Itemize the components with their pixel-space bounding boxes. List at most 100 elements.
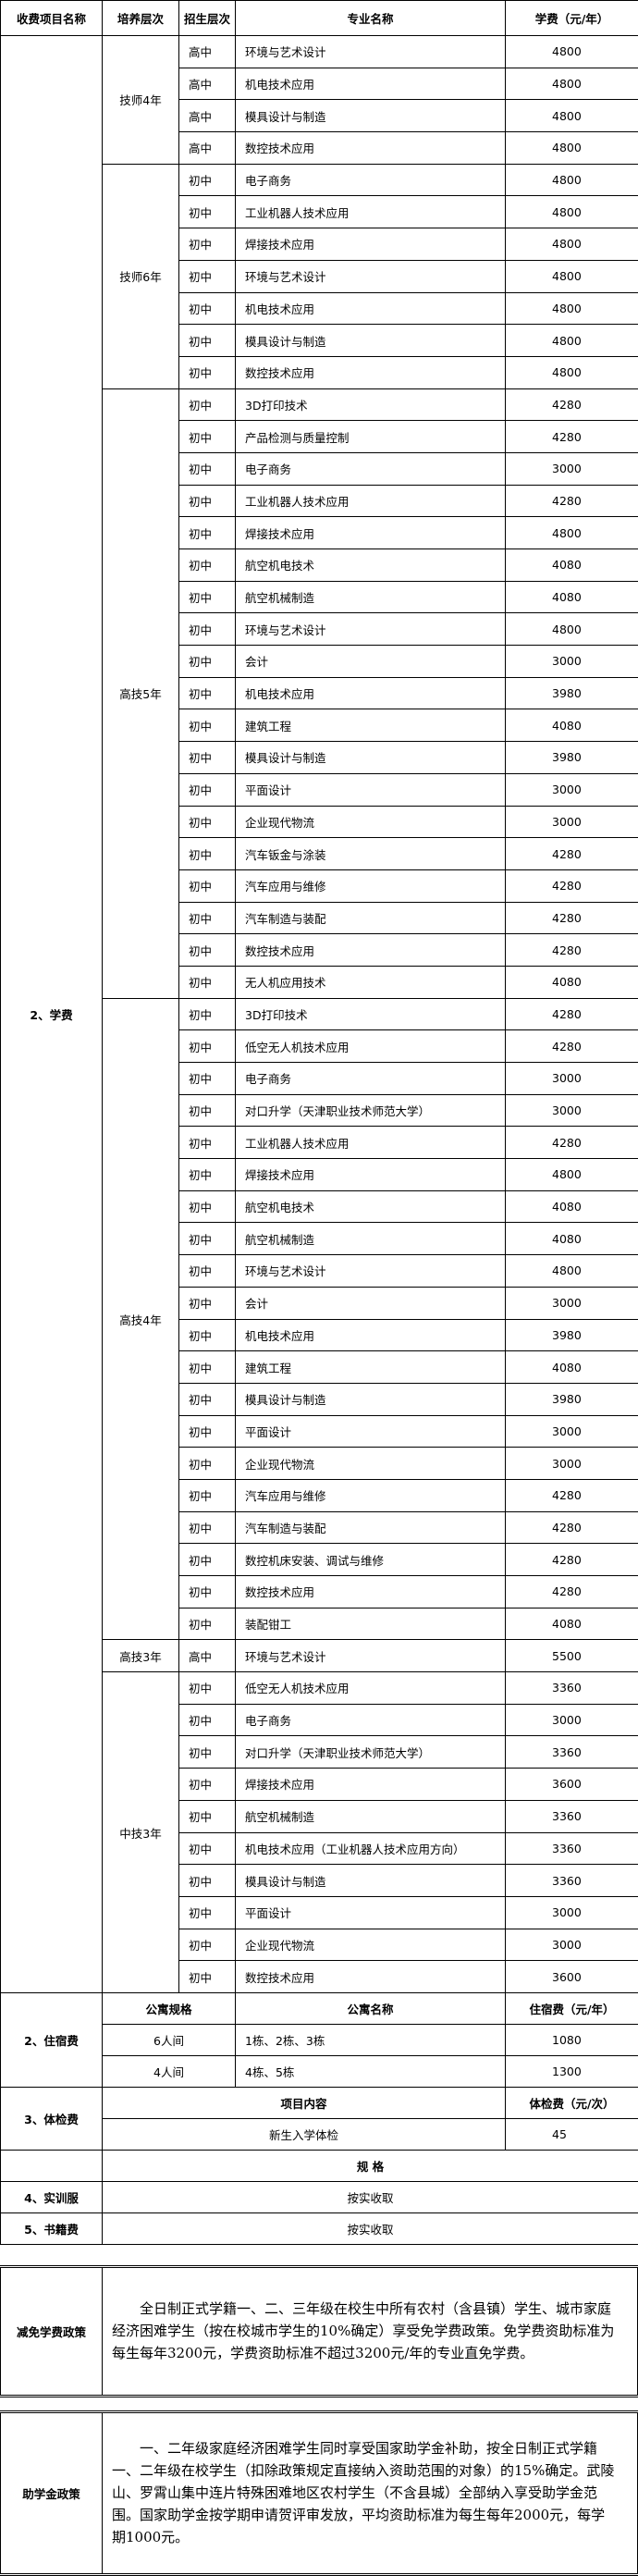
header-cell: 招生层次 <box>179 1 236 36</box>
dorm-fee: 1300 <box>506 2055 638 2087</box>
major-cell: 汽车制造与装配 <box>236 1511 506 1544</box>
major-cell: 3D打印技术 <box>236 388 506 421</box>
enroll-cell: 初中 <box>179 1769 236 1801</box>
major-cell: 低空无人机技术应用 <box>236 1030 506 1063</box>
major-cell: 对口升学（天津职业技术师范大学） <box>236 1094 506 1127</box>
fee-cell: 4800 <box>506 100 638 132</box>
major-cell: 模具设计与制造 <box>236 1865 506 1897</box>
enroll-cell: 初中 <box>179 1030 236 1063</box>
fee-cell: 4800 <box>506 132 638 165</box>
header-cell: 培养层次 <box>103 1 179 36</box>
table-row: 4、实训服按实收取 <box>1 2181 638 2212</box>
fee-cell: 3360 <box>506 1865 638 1897</box>
fee-cell: 3360 <box>506 1800 638 1832</box>
fee-table: 收费项目名称培养层次招生层次专业名称学费（元/年）2、学费技师4年高中环境与艺术… <box>0 0 638 2245</box>
major-cell: 汽车制造与装配 <box>236 902 506 934</box>
enroll-cell: 初中 <box>179 1190 236 1223</box>
fee-cell: 4800 <box>506 356 638 388</box>
major-cell: 产品检测与质量控制 <box>236 421 506 453</box>
fee-cell: 4800 <box>506 196 638 228</box>
fee-cell: 3360 <box>506 1672 638 1705</box>
major-cell: 企业现代物流 <box>236 1448 506 1480</box>
fee-cell: 4280 <box>506 421 638 453</box>
level-cell: 中技3年 <box>103 1672 179 1993</box>
enroll-cell: 高中 <box>179 100 236 132</box>
major-cell: 机电技术应用 <box>236 1319 506 1351</box>
fee-cell: 4280 <box>506 1030 638 1063</box>
fee-cell: 4080 <box>506 709 638 742</box>
major-cell: 装配钳工 <box>236 1608 506 1640</box>
major-cell: 机电技术应用 <box>236 68 506 100</box>
fee-cell: 4280 <box>506 1479 638 1511</box>
exam-item: 新生入学体检 <box>103 2118 506 2150</box>
enroll-cell: 初中 <box>179 164 236 196</box>
enroll-cell: 初中 <box>179 1127 236 1159</box>
policy-label: 助学金政策 <box>1 2411 103 2574</box>
header-cell: 公寓名称 <box>236 1992 506 2024</box>
fee-cell: 4800 <box>506 613 638 646</box>
enroll-cell: 初中 <box>179 838 236 870</box>
fee-cell: 3000 <box>506 1415 638 1448</box>
fee-cell: 4800 <box>506 325 638 357</box>
fee-item-label: 3、体检费 <box>1 2087 103 2150</box>
major-cell: 平面设计 <box>236 773 506 806</box>
enroll-cell: 初中 <box>179 260 236 292</box>
enroll-cell: 初中 <box>179 325 236 357</box>
enroll-cell: 初中 <box>179 1415 236 1448</box>
table-row: 收费项目名称培养层次招生层次专业名称学费（元/年） <box>1 1 638 36</box>
fee-cell: 3000 <box>506 773 638 806</box>
major-cell: 模具设计与制造 <box>236 325 506 357</box>
blank-cell <box>1 2150 103 2181</box>
fee-cell: 4080 <box>506 581 638 613</box>
enroll-cell: 初中 <box>179 1704 236 1736</box>
major-cell: 汽车应用与维修 <box>236 869 506 902</box>
enroll-cell: 初中 <box>179 966 236 998</box>
major-cell: 焊接技术应用 <box>236 228 506 261</box>
major-cell: 环境与艺术设计 <box>236 613 506 646</box>
enroll-cell: 初中 <box>179 452 236 485</box>
policies: 减免学费政策全日制正式学籍一、二、三年级在校生中所有农村（含县镇）学生、城市家庭… <box>0 2265 638 2576</box>
major-cell: 模具设计与制造 <box>236 100 506 132</box>
major-cell: 航空机械制造 <box>236 1800 506 1832</box>
major-cell: 环境与艺术设计 <box>236 1255 506 1288</box>
header-cell: 住宿费（元/年） <box>506 1992 638 2024</box>
enroll-cell: 初中 <box>179 1608 236 1640</box>
major-cell: 机电技术应用 <box>236 292 506 325</box>
fee-item-label: 2、学费 <box>1 36 103 1993</box>
level-cell: 高技5年 <box>103 388 179 998</box>
enroll-cell: 初中 <box>179 1351 236 1384</box>
header-cell: 公寓规格 <box>103 1992 236 2024</box>
enroll-cell: 初中 <box>179 1063 236 1095</box>
header-cell: 收费项目名称 <box>1 1 103 36</box>
major-cell: 工业机器人技术应用 <box>236 196 506 228</box>
fee-cell: 4800 <box>506 36 638 68</box>
fee-cell: 4280 <box>506 1576 638 1608</box>
policy-text: 一、二年级家庭经济困难学生同时享受国家助学金补助，按全日制正式学籍一、二年级在校… <box>103 2411 638 2574</box>
major-cell: 模具设计与制造 <box>236 742 506 774</box>
fee-cell: 4080 <box>506 1608 638 1640</box>
enroll-cell: 高中 <box>179 36 236 68</box>
enroll-cell: 初中 <box>179 292 236 325</box>
major-cell: 工业机器人技术应用 <box>236 1127 506 1159</box>
enroll-cell: 初中 <box>179 1544 236 1576</box>
major-cell: 3D打印技术 <box>236 998 506 1030</box>
enroll-cell: 初中 <box>179 1865 236 1897</box>
table-row: 2、住宿费公寓规格公寓名称住宿费（元/年） <box>1 1992 638 2024</box>
major-cell: 数控机床安装、调试与维修 <box>236 1544 506 1576</box>
enroll-cell: 初中 <box>179 1287 236 1319</box>
enroll-cell: 高中 <box>179 1640 236 1672</box>
enroll-cell: 初中 <box>179 1479 236 1511</box>
fee-cell: 3000 <box>506 1704 638 1736</box>
header-cell: 学费（元/年） <box>506 1 638 36</box>
major-cell: 机电技术应用（工业机器人技术应用方向） <box>236 1832 506 1865</box>
policy-label: 减免学费政策 <box>1 2266 103 2396</box>
major-cell: 会计 <box>236 646 506 678</box>
major-cell: 对口升学（天津职业技术师范大学） <box>236 1736 506 1769</box>
enroll-cell: 初中 <box>179 421 236 453</box>
fee-cell: 4800 <box>506 1255 638 1288</box>
major-cell: 无人机应用技术 <box>236 966 506 998</box>
major-cell: 低空无人机技术应用 <box>236 1672 506 1705</box>
fee-cell: 5500 <box>506 1640 638 1672</box>
major-cell: 汽车钣金与涂装 <box>236 838 506 870</box>
